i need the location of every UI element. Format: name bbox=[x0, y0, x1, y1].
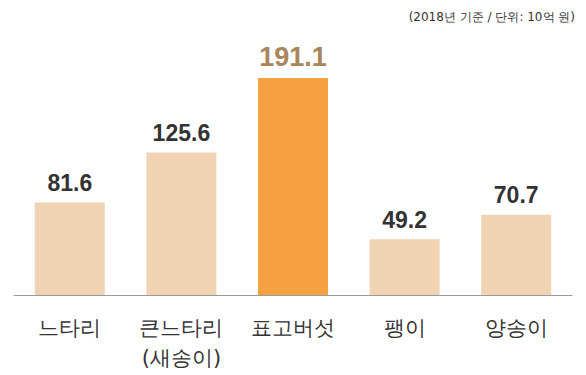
svg-text:(새송이): (새송이) bbox=[142, 346, 221, 370]
svg-text:191.1: 191.1 bbox=[259, 42, 327, 72]
svg-text:49.2: 49.2 bbox=[382, 207, 427, 233]
svg-text:81.6: 81.6 bbox=[47, 170, 92, 196]
svg-text:큰느타리: 큰느타리 bbox=[139, 316, 223, 340]
svg-text:양송이: 양송이 bbox=[485, 316, 548, 340]
svg-text:(2018년 기준 / 단위: 10억 원): (2018년 기준 / 단위: 10억 원) bbox=[409, 10, 575, 24]
svg-text:팽이: 팽이 bbox=[384, 316, 426, 340]
svg-text:표고버섯: 표고버섯 bbox=[251, 316, 335, 340]
svg-text:느타리: 느타리 bbox=[38, 316, 101, 340]
svg-text:125.6: 125.6 bbox=[153, 120, 211, 146]
svg-text:70.7: 70.7 bbox=[494, 182, 539, 208]
